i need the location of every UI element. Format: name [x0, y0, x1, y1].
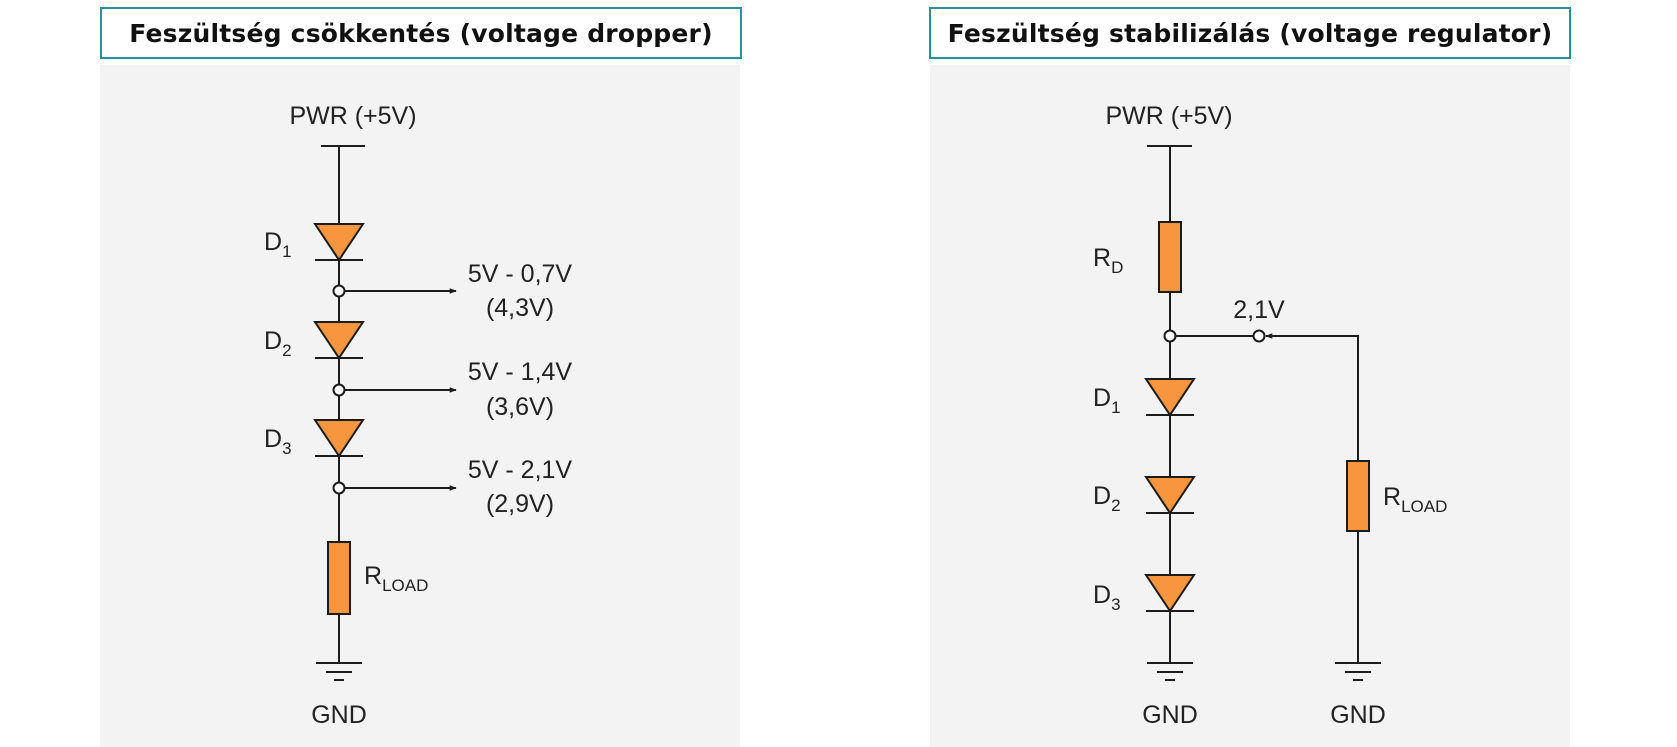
left-tap-1 — [332, 284, 457, 298]
right-rd-resistor — [1158, 221, 1182, 293]
right-ground-symbol-2 — [1335, 662, 1381, 681]
left-tap1-line2: (4,3V) — [486, 294, 554, 322]
right-junction-node — [1163, 329, 1177, 343]
right-d2-label: D2 — [1093, 482, 1121, 515]
left-tap1-line1: 5V - 0,7V — [468, 260, 573, 288]
left-tap3-line2: (2,9V) — [486, 490, 554, 518]
left-d3-label: D3 — [264, 425, 292, 458]
right-d1-label: D1 — [1093, 384, 1121, 417]
right-diagram-title: Feszültség stabilizálás (voltage regulat… — [929, 7, 1571, 59]
left-tap2-line2: (3,6V) — [486, 393, 554, 421]
left-load-resistor — [327, 541, 351, 615]
right-pwr-label: PWR (+5V) — [1105, 102, 1232, 130]
left-diode-d3 — [313, 419, 365, 458]
dropper-circuit: PWR (+5V) D1 D2 D3 5V — [264, 102, 572, 729]
left-tap2-line1: 5V - 1,4V — [468, 358, 573, 386]
left-d1-label: D1 — [264, 228, 292, 261]
right-ground-symbol-1 — [1147, 662, 1193, 681]
right-output-label: 2,1V — [1233, 296, 1285, 324]
left-gnd-label: GND — [311, 701, 367, 729]
left-tap-3 — [332, 481, 457, 495]
right-rd-label: RD — [1093, 244, 1123, 277]
left-diagram-title: Feszültség csökkentés (voltage dropper) — [100, 7, 742, 59]
right-load-wire-top — [1265, 333, 1359, 461]
left-pwr-label: PWR (+5V) — [289, 102, 416, 130]
left-ground-symbol — [316, 662, 362, 681]
left-d2-label: D2 — [264, 327, 292, 360]
right-diode-d2 — [1144, 476, 1196, 515]
right-diode-d1 — [1144, 378, 1196, 417]
right-load-resistor — [1346, 460, 1370, 532]
regulator-circuit: PWR (+5V) RD 2,1V RLOAD D1 D2 D3 — [1093, 102, 1447, 729]
right-d3-label: D3 — [1093, 581, 1121, 614]
left-diode-d1 — [313, 223, 365, 262]
left-tap3-line1: 5V - 2,1V — [468, 456, 573, 484]
left-diagram-panel — [100, 65, 740, 747]
right-load-label: RLOAD — [1383, 483, 1447, 516]
left-tap-2 — [332, 383, 457, 397]
left-diode-d2 — [313, 321, 365, 360]
right-diode-d3 — [1144, 574, 1196, 613]
left-load-label: RLOAD — [364, 562, 428, 595]
right-gnd-label-1: GND — [1142, 701, 1198, 729]
right-output-terminal — [1252, 329, 1266, 343]
right-gnd-label-2: GND — [1330, 701, 1386, 729]
right-diagram-panel — [930, 65, 1570, 747]
